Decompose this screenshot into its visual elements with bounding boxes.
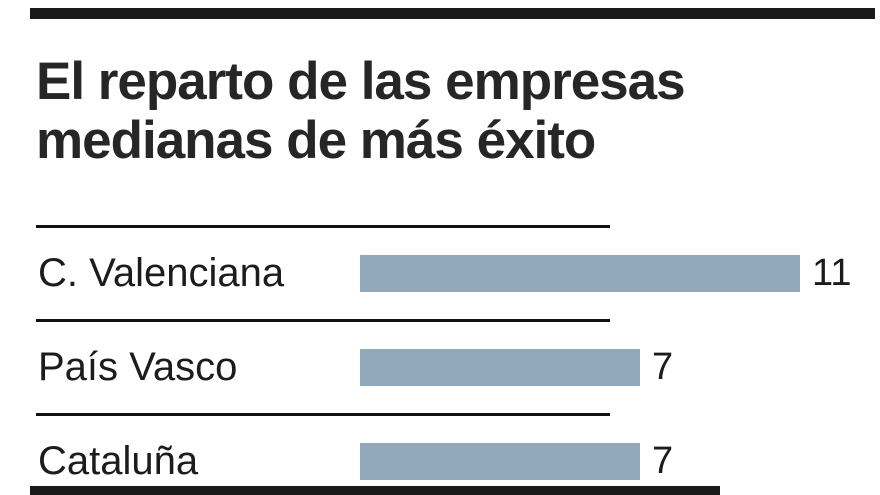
bar [360, 254, 800, 292]
category-label: Cataluña [38, 438, 199, 483]
chart-row: Cataluña 7 [0, 413, 880, 495]
row-divider-rule [36, 225, 610, 228]
chart-row: C. Valenciana 11 [0, 225, 880, 319]
bottom-divider-rule [30, 486, 720, 495]
chart-title-line-1: El reparto de las empresas [36, 52, 686, 111]
value-label: 7 [652, 345, 674, 388]
bar [360, 442, 640, 480]
row-divider-rule [36, 413, 610, 416]
value-label: 7 [652, 439, 674, 482]
row-divider-rule [36, 319, 610, 322]
category-label: C. Valenciana [38, 250, 285, 295]
chart-title-line-2: medianas de más éxito [36, 111, 596, 171]
top-divider-rule [30, 8, 875, 19]
value-label: 11 [812, 251, 852, 294]
chart-title: El reparto de las empresas medianas de m… [36, 52, 856, 171]
category-label: País Vasco [38, 344, 238, 389]
bar [360, 348, 640, 386]
bar-rows: C. Valenciana 11 País Vasco 7 Cataluña 7 [0, 225, 880, 495]
chart-row: País Vasco 7 [0, 319, 880, 413]
